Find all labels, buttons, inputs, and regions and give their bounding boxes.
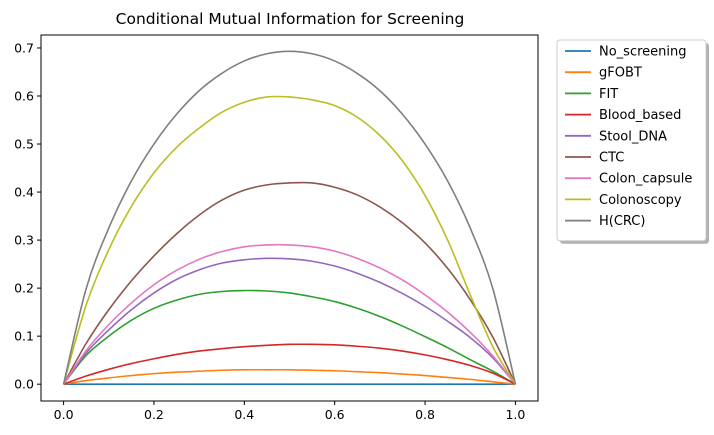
- series-line-h-crc: [62, 50, 517, 385]
- legend-label-colonoscopy: Colonoscopy: [599, 193, 682, 208]
- series-layer: [62, 50, 517, 385]
- y-tick-label: 0.4: [14, 185, 34, 200]
- legend-label-gfobt: gFOBT: [599, 66, 642, 81]
- y-tick-label: 0.1: [14, 329, 34, 344]
- series-line-ctc: [62, 181, 517, 385]
- legend-label-stool-dna: Stool_DNA: [599, 129, 667, 144]
- y-tick-label: 0.3: [14, 233, 34, 248]
- legend-label-colon-capsule: Colon_capsule: [599, 172, 692, 187]
- legend-label-blood-based: Blood_based: [599, 108, 681, 123]
- y-tick-label: 0.2: [14, 281, 34, 296]
- x-tick-label: 0.0: [54, 407, 74, 422]
- plot-area: [40, 34, 539, 402]
- legend-label-h-crc: H(CRC): [599, 214, 645, 229]
- series-line-stool-dna: [62, 257, 517, 385]
- y-tick-label: 0.0: [14, 377, 34, 392]
- y-tick-label: 0.7: [14, 40, 34, 55]
- chart-title: Conditional Mutual Information for Scree…: [116, 10, 465, 28]
- y-axis: 0.0 0.1 0.2 0.3 0.4 0.5 0.6 0.7: [14, 40, 41, 392]
- x-axis: 0.0 0.2 0.4 0.6 0.8 1.0: [54, 401, 525, 422]
- legend: No_screening gFOBT FIT Blood_based Stool_DNA…: [556, 39, 709, 244]
- x-tick-label: 0.6: [325, 407, 345, 422]
- legend-label-ctc: CTC: [599, 151, 624, 166]
- series-line-fit: [62, 289, 516, 385]
- legend-label-no-screening: No_screening: [599, 45, 687, 60]
- x-tick-label: 0.8: [415, 407, 435, 422]
- series-line-colon-capsule: [62, 243, 517, 385]
- y-tick-label: 0.6: [14, 89, 34, 104]
- legend-box: [556, 39, 707, 242]
- series-line-blood-based: [63, 343, 516, 385]
- x-tick-label: 0.2: [144, 407, 164, 422]
- series-line-colonoscopy: [62, 95, 517, 385]
- x-tick-label: 1.0: [505, 407, 525, 422]
- plot-frame: [40, 34, 539, 402]
- series-line-gfobt: [63, 368, 516, 385]
- x-tick-label: 0.4: [234, 407, 254, 422]
- y-tick-label: 0.5: [14, 137, 34, 152]
- legend-label-fit: FIT: [599, 87, 618, 102]
